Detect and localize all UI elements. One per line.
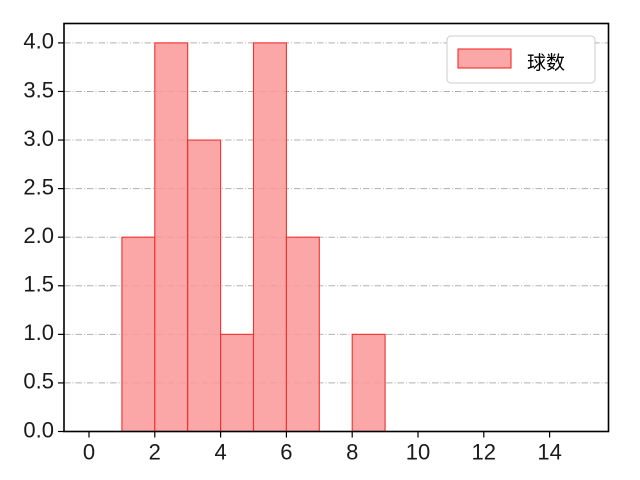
- svg-text:3.5: 3.5: [23, 77, 54, 102]
- svg-text:14: 14: [537, 440, 561, 465]
- svg-text:1.0: 1.0: [23, 320, 54, 345]
- svg-text:0.0: 0.0: [23, 417, 54, 442]
- svg-text:2: 2: [149, 440, 161, 465]
- svg-text:6: 6: [280, 440, 292, 465]
- svg-text:2.5: 2.5: [23, 174, 54, 199]
- svg-text:0: 0: [83, 440, 95, 465]
- svg-text:4.0: 4.0: [23, 29, 54, 54]
- svg-text:2.0: 2.0: [23, 223, 54, 248]
- svg-text:12: 12: [472, 440, 496, 465]
- svg-text:4: 4: [214, 440, 226, 465]
- svg-text:8: 8: [346, 440, 358, 465]
- svg-text:1.5: 1.5: [23, 272, 54, 297]
- svg-text:0.5: 0.5: [23, 369, 54, 394]
- svg-text:3.0: 3.0: [23, 126, 54, 151]
- svg-text:球数: 球数: [527, 52, 565, 74]
- svg-text:10: 10: [406, 440, 430, 465]
